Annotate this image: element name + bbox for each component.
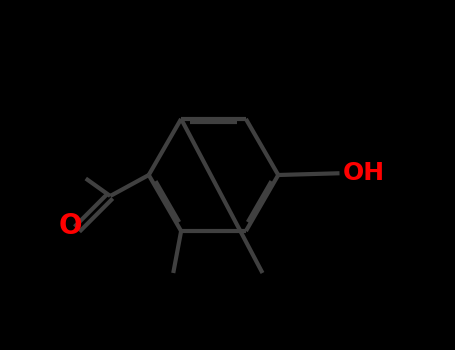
Text: OH: OH xyxy=(343,161,385,185)
Text: O: O xyxy=(59,212,82,240)
